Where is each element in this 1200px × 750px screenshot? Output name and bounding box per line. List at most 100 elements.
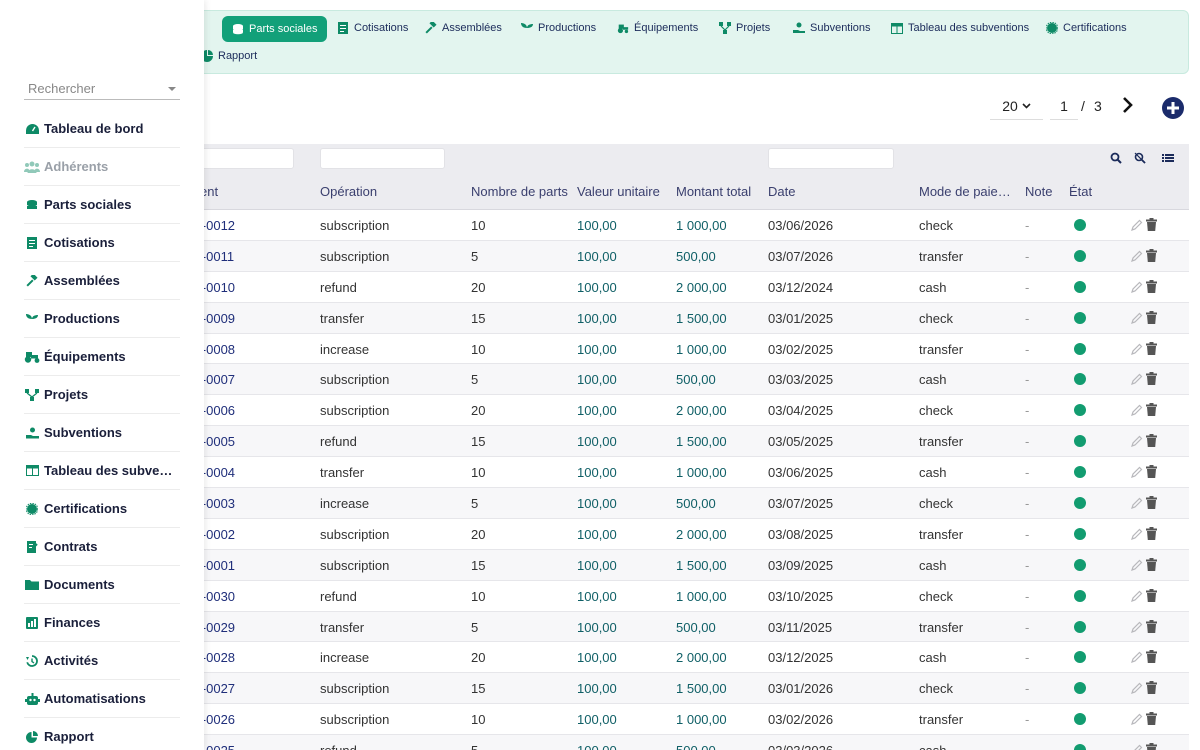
sidebar-item-coins[interactable]: Parts sociales (24, 186, 180, 224)
table-row[interactable]: DH-0028 increase 20 100,00 2 000,00 03/12/202… (0, 642, 1189, 674)
tab-certifications[interactable]: Certifications (1046, 15, 1127, 41)
edit-pencil-icon[interactable] (1131, 559, 1143, 571)
sidebar-item-users[interactable]: Adhérents (24, 148, 180, 186)
edit-pencil-icon[interactable] (1131, 343, 1143, 355)
sidebar-item-finance[interactable]: Finances (24, 604, 180, 642)
edit-pencil-icon[interactable] (1131, 466, 1143, 479)
column-header-note[interactable]: Note (1025, 184, 1053, 199)
search-icon[interactable] (1110, 152, 1122, 164)
filter-input-date[interactable] (768, 148, 894, 169)
trash-icon[interactable] (1146, 218, 1157, 231)
current-page-input[interactable]: 1 (1050, 92, 1078, 120)
sidebar-item-tractor[interactable]: Équipements (24, 338, 180, 376)
trash-icon[interactable] (1146, 619, 1157, 633)
tab-rapport[interactable]: Rapport (201, 43, 257, 69)
cell-parts: 10 (471, 341, 486, 357)
edit-pencil-icon[interactable] (1131, 590, 1143, 602)
trash-icon[interactable] (1146, 434, 1157, 448)
tab-productions[interactable]: Productions (521, 15, 596, 41)
tab-cotisations[interactable]: Cotisations (337, 15, 408, 41)
list-view-icon[interactable] (1162, 152, 1174, 164)
sidebar-item-history[interactable]: Activités (24, 642, 180, 680)
sidebar-item-receipt[interactable]: Cotisations (24, 224, 180, 262)
cell-parts: 5 (471, 619, 479, 635)
trash-icon[interactable] (1146, 681, 1157, 695)
edit-pencil-icon[interactable] (1131, 219, 1143, 231)
trash-icon[interactable] (1146, 496, 1157, 510)
sidebar-item-chart-pie[interactable]: Rapport (24, 718, 180, 750)
tab-assemblees[interactable]: Assemblées (425, 15, 502, 41)
table-row[interactable]: DH-0030 refund 10 100,00 1 000,00 03/10/2025 c… (0, 581, 1189, 612)
edit-pencil-icon[interactable] (1131, 621, 1143, 633)
edit-pencil-icon[interactable] (1131, 682, 1143, 695)
trash-icon[interactable] (1146, 310, 1157, 324)
sidebar-item-dashboard[interactable]: Tableau de bord (24, 110, 180, 148)
column-header-status[interactable]: État (1069, 184, 1093, 199)
edit-pencil-icon[interactable] (1131, 744, 1143, 750)
sidebar-item-contract[interactable]: Contrats (24, 528, 180, 566)
column-header-adherent[interactable]: ent (200, 184, 219, 199)
tab-equipements[interactable]: Équipements (617, 15, 698, 41)
robot-icon (24, 692, 40, 706)
trash-icon[interactable] (1146, 372, 1157, 386)
trash-icon[interactable] (1146, 248, 1157, 262)
sidebar-item-project-diagram[interactable]: Projets (24, 376, 180, 414)
table-row[interactable]: DH-0008 increase 10 100,00 1 000,00 03/02/202… (0, 334, 1189, 365)
column-header-payment-mode[interactable]: Mode de paie… (919, 184, 1011, 199)
page-size-select[interactable]: 20 (990, 92, 1043, 120)
column-header-unit-value[interactable]: Valeur unitaire (577, 184, 660, 199)
edit-pencil-icon[interactable] (1131, 497, 1143, 509)
cell-date: 03/12/2025 (768, 650, 834, 666)
cell-note: - (1025, 743, 1029, 750)
edit-pencil-icon[interactable] (1131, 373, 1143, 386)
sidebar-item-label: Subventions (44, 425, 123, 440)
edit-pencil-icon[interactable] (1131, 312, 1143, 324)
trash-icon[interactable] (1146, 712, 1157, 726)
edit-pencil-icon[interactable] (1131, 281, 1143, 293)
sidebar-item-seedling[interactable]: Productions (24, 300, 180, 338)
trash-icon[interactable] (1146, 588, 1157, 602)
clear-filter-icon[interactable] (1134, 152, 1146, 164)
sidebar-item-robot[interactable]: Automatisations (24, 680, 180, 718)
tab-parts-sociales[interactable]: Parts sociales (222, 16, 328, 42)
status-dot-icon (1074, 435, 1086, 448)
sidebar-item-folder[interactable]: Documents (24, 566, 180, 604)
status-dot-icon (1074, 589, 1086, 602)
sidebar-item-gavel[interactable]: Assemblées (24, 262, 180, 300)
sidebar-item-hand-holding[interactable]: Subventions (24, 414, 180, 452)
trash-icon[interactable] (1146, 279, 1157, 293)
column-header-parts[interactable]: Nombre de parts (471, 184, 568, 199)
chevron-right-icon[interactable] (1120, 95, 1136, 115)
edit-pencil-icon[interactable] (1131, 404, 1143, 417)
trash-icon[interactable] (1146, 743, 1157, 750)
cell-reference[interactable]: DH-0025 (183, 743, 235, 750)
edit-pencil-icon[interactable] (1131, 528, 1143, 540)
tab-subventions[interactable]: Subventions (793, 15, 871, 41)
sidebar-item-certificate[interactable]: Certifications (24, 490, 180, 528)
trash-icon[interactable] (1146, 465, 1157, 479)
sidebar-item-label: Documents (44, 577, 115, 592)
table-row[interactable]: DH-0026 subscription 10 100,00 1 000,00 03/02… (0, 704, 1189, 736)
column-header-operation[interactable]: Opération (320, 184, 378, 199)
trash-icon[interactable] (1146, 403, 1157, 417)
search-select[interactable]: Rechercher (24, 78, 180, 100)
edit-pencil-icon[interactable] (1131, 250, 1143, 262)
column-header-total[interactable]: Montant total (676, 184, 752, 199)
edit-pencil-icon[interactable] (1131, 713, 1143, 726)
column-header-date[interactable]: Date (768, 184, 796, 199)
tab-projets[interactable]: Projets (719, 15, 770, 41)
trash-icon[interactable] (1146, 526, 1157, 540)
trash-icon[interactable] (1146, 557, 1157, 571)
cell-payment-mode: check (919, 496, 953, 512)
edit-pencil-icon[interactable] (1131, 435, 1143, 448)
add-record-button[interactable] (1162, 97, 1184, 119)
trash-icon[interactable] (1146, 341, 1157, 355)
edit-pencil-icon[interactable] (1131, 651, 1143, 664)
trash-icon[interactable] (1146, 650, 1157, 664)
tab-tableau-subventions[interactable]: Tableau des subventions (891, 15, 1029, 41)
table-row[interactable]: DH-0025 refund 5 100,00 500,00 03/03/2026 cash… (0, 735, 1189, 750)
sidebar-item-table[interactable]: Tableau des subvent… (24, 452, 180, 490)
cell-payment-mode: cash (919, 465, 947, 481)
cell-unit-value: 100,00 (577, 557, 617, 573)
filter-input-operation[interactable] (320, 148, 445, 169)
